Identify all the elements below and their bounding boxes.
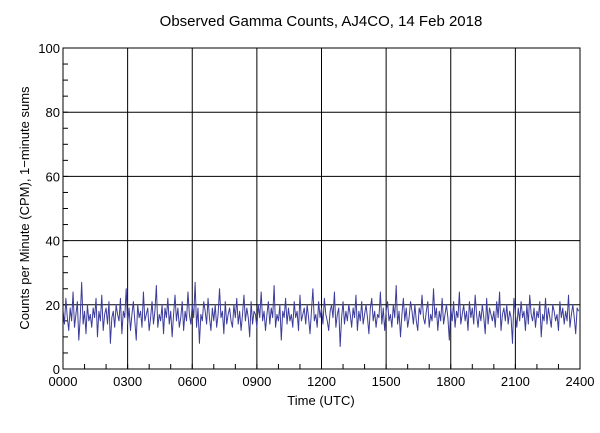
x-tick-label: 0300 [113,374,142,389]
plot-frame [62,47,581,370]
series-line [62,281,580,348]
x-tick-label: 0000 [49,374,78,389]
x-tick-label: 1500 [372,374,401,389]
y-tick-label: 20 [46,298,60,313]
grid [62,47,581,370]
x-tick-label: 2400 [566,374,595,389]
x-tick-label: 0600 [178,374,207,389]
x-tick-label: 2100 [501,374,530,389]
x-tick-label: 1800 [436,374,465,389]
x-tick-labels: 0000 0300 0600 0900 1200 1500 1800 2100 2400 [49,374,595,389]
y-tick-label: 0 [53,362,60,377]
y-tick-labels: 0 20 40 60 80 100 [38,41,60,377]
y-tick-label: 40 [46,234,60,249]
chart-title: Observed Gamma Counts, AJ4CO, 14 Feb 201… [160,13,483,30]
x-tick-label: 0900 [242,374,271,389]
y-tick-label: 60 [46,169,60,184]
y-axis-label: Counts per Minute (CPM), 1−minute sums [17,86,32,330]
x-tick-label: 1200 [307,374,336,389]
y-tick-label: 80 [46,105,60,120]
y-tick-label: 100 [38,41,60,56]
x-axis-label: Time (UTC) [287,393,354,408]
series-line-group [62,281,580,348]
